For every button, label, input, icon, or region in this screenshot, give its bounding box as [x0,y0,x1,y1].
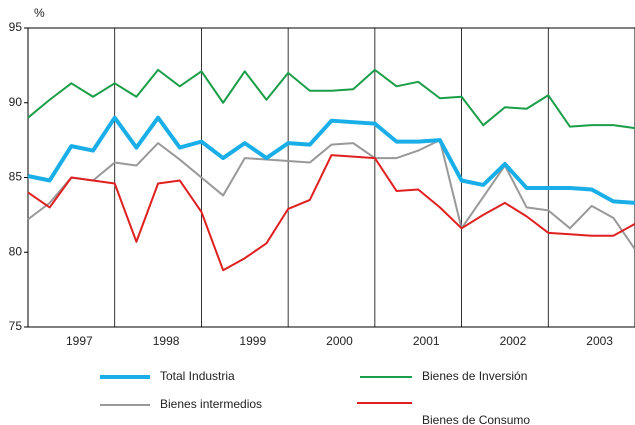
legend-label: Total Industria [160,369,235,383]
series-line [27,68,635,130]
y-tick-label: 90 [9,95,23,109]
x-tick-label: 2001 [413,334,440,348]
y-tick-label: 95 [9,20,23,34]
legend-label: Bienes de Consumo [422,413,530,425]
series-line [27,139,635,250]
series-line [27,154,635,272]
x-tick-label: 1999 [239,334,266,348]
y-axis-label: % [34,6,45,20]
legend-label: Bienes de Inversión [422,369,527,383]
legend-label: Bienes intermedios [160,397,262,411]
x-tick-label: 2002 [500,334,527,348]
x-tick-label: 2000 [326,334,353,348]
y-tick-label: 75 [9,319,23,333]
y-tick-label: 80 [9,244,23,258]
x-tick-label: 1997 [66,334,93,348]
series-line [27,115,635,205]
y-tick-label: 85 [9,170,23,184]
x-tick-label: 1998 [153,334,180,348]
plot-frame [27,27,635,328]
x-tick-label: 2003 [586,334,613,348]
